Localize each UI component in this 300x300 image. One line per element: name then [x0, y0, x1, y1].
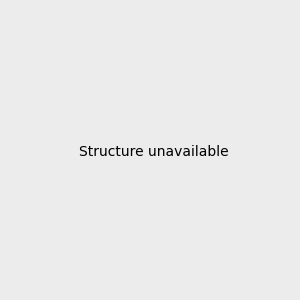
Text: Structure unavailable: Structure unavailable	[79, 145, 229, 158]
